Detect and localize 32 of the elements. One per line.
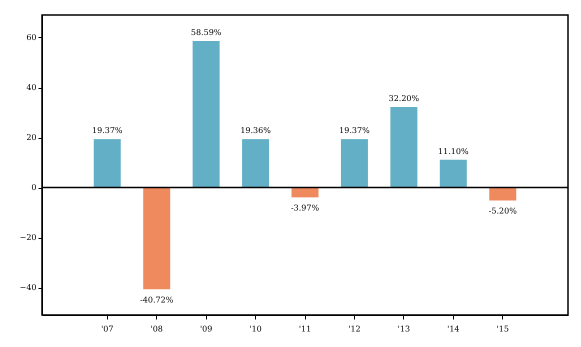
bar xyxy=(242,139,270,188)
data-label: 19.37% xyxy=(339,126,370,136)
x-tick-label: '11 xyxy=(298,324,312,334)
x-tick-label: '12 xyxy=(348,324,361,334)
data-label: -40.72% xyxy=(140,295,174,304)
bar xyxy=(340,139,368,188)
data-label: -5.20% xyxy=(488,206,518,216)
y-tick-label: −20 xyxy=(20,233,36,242)
data-label: 11.10% xyxy=(438,146,469,156)
x-tick-label: '15 xyxy=(496,324,509,334)
bar xyxy=(390,107,418,188)
data-label: 32.20% xyxy=(388,94,420,103)
bar xyxy=(192,41,220,188)
y-tick-label: 60 xyxy=(26,33,36,42)
y-tick-label: −40 xyxy=(20,283,36,292)
bar xyxy=(440,160,467,188)
x-tick-label: '07 xyxy=(101,324,114,334)
y-tick-label: 20 xyxy=(26,133,36,142)
data-label: 58.59% xyxy=(190,28,222,38)
data-label: 19.36% xyxy=(240,126,272,136)
x-tick-label: '14 xyxy=(447,324,460,334)
x-tick-label: '13 xyxy=(398,324,410,334)
bar xyxy=(143,188,170,290)
x-tick-label: '09 xyxy=(200,324,212,334)
data-label: -3.97% xyxy=(290,203,320,212)
data-label: 19.37% xyxy=(92,126,123,136)
x-tick-label: '08 xyxy=(150,324,163,334)
y-tick-label: 40 xyxy=(26,83,36,92)
x-tick-label: '10 xyxy=(249,324,262,334)
y-tick-label: 0 xyxy=(31,183,36,192)
bar xyxy=(489,188,516,200)
bar xyxy=(94,139,121,188)
